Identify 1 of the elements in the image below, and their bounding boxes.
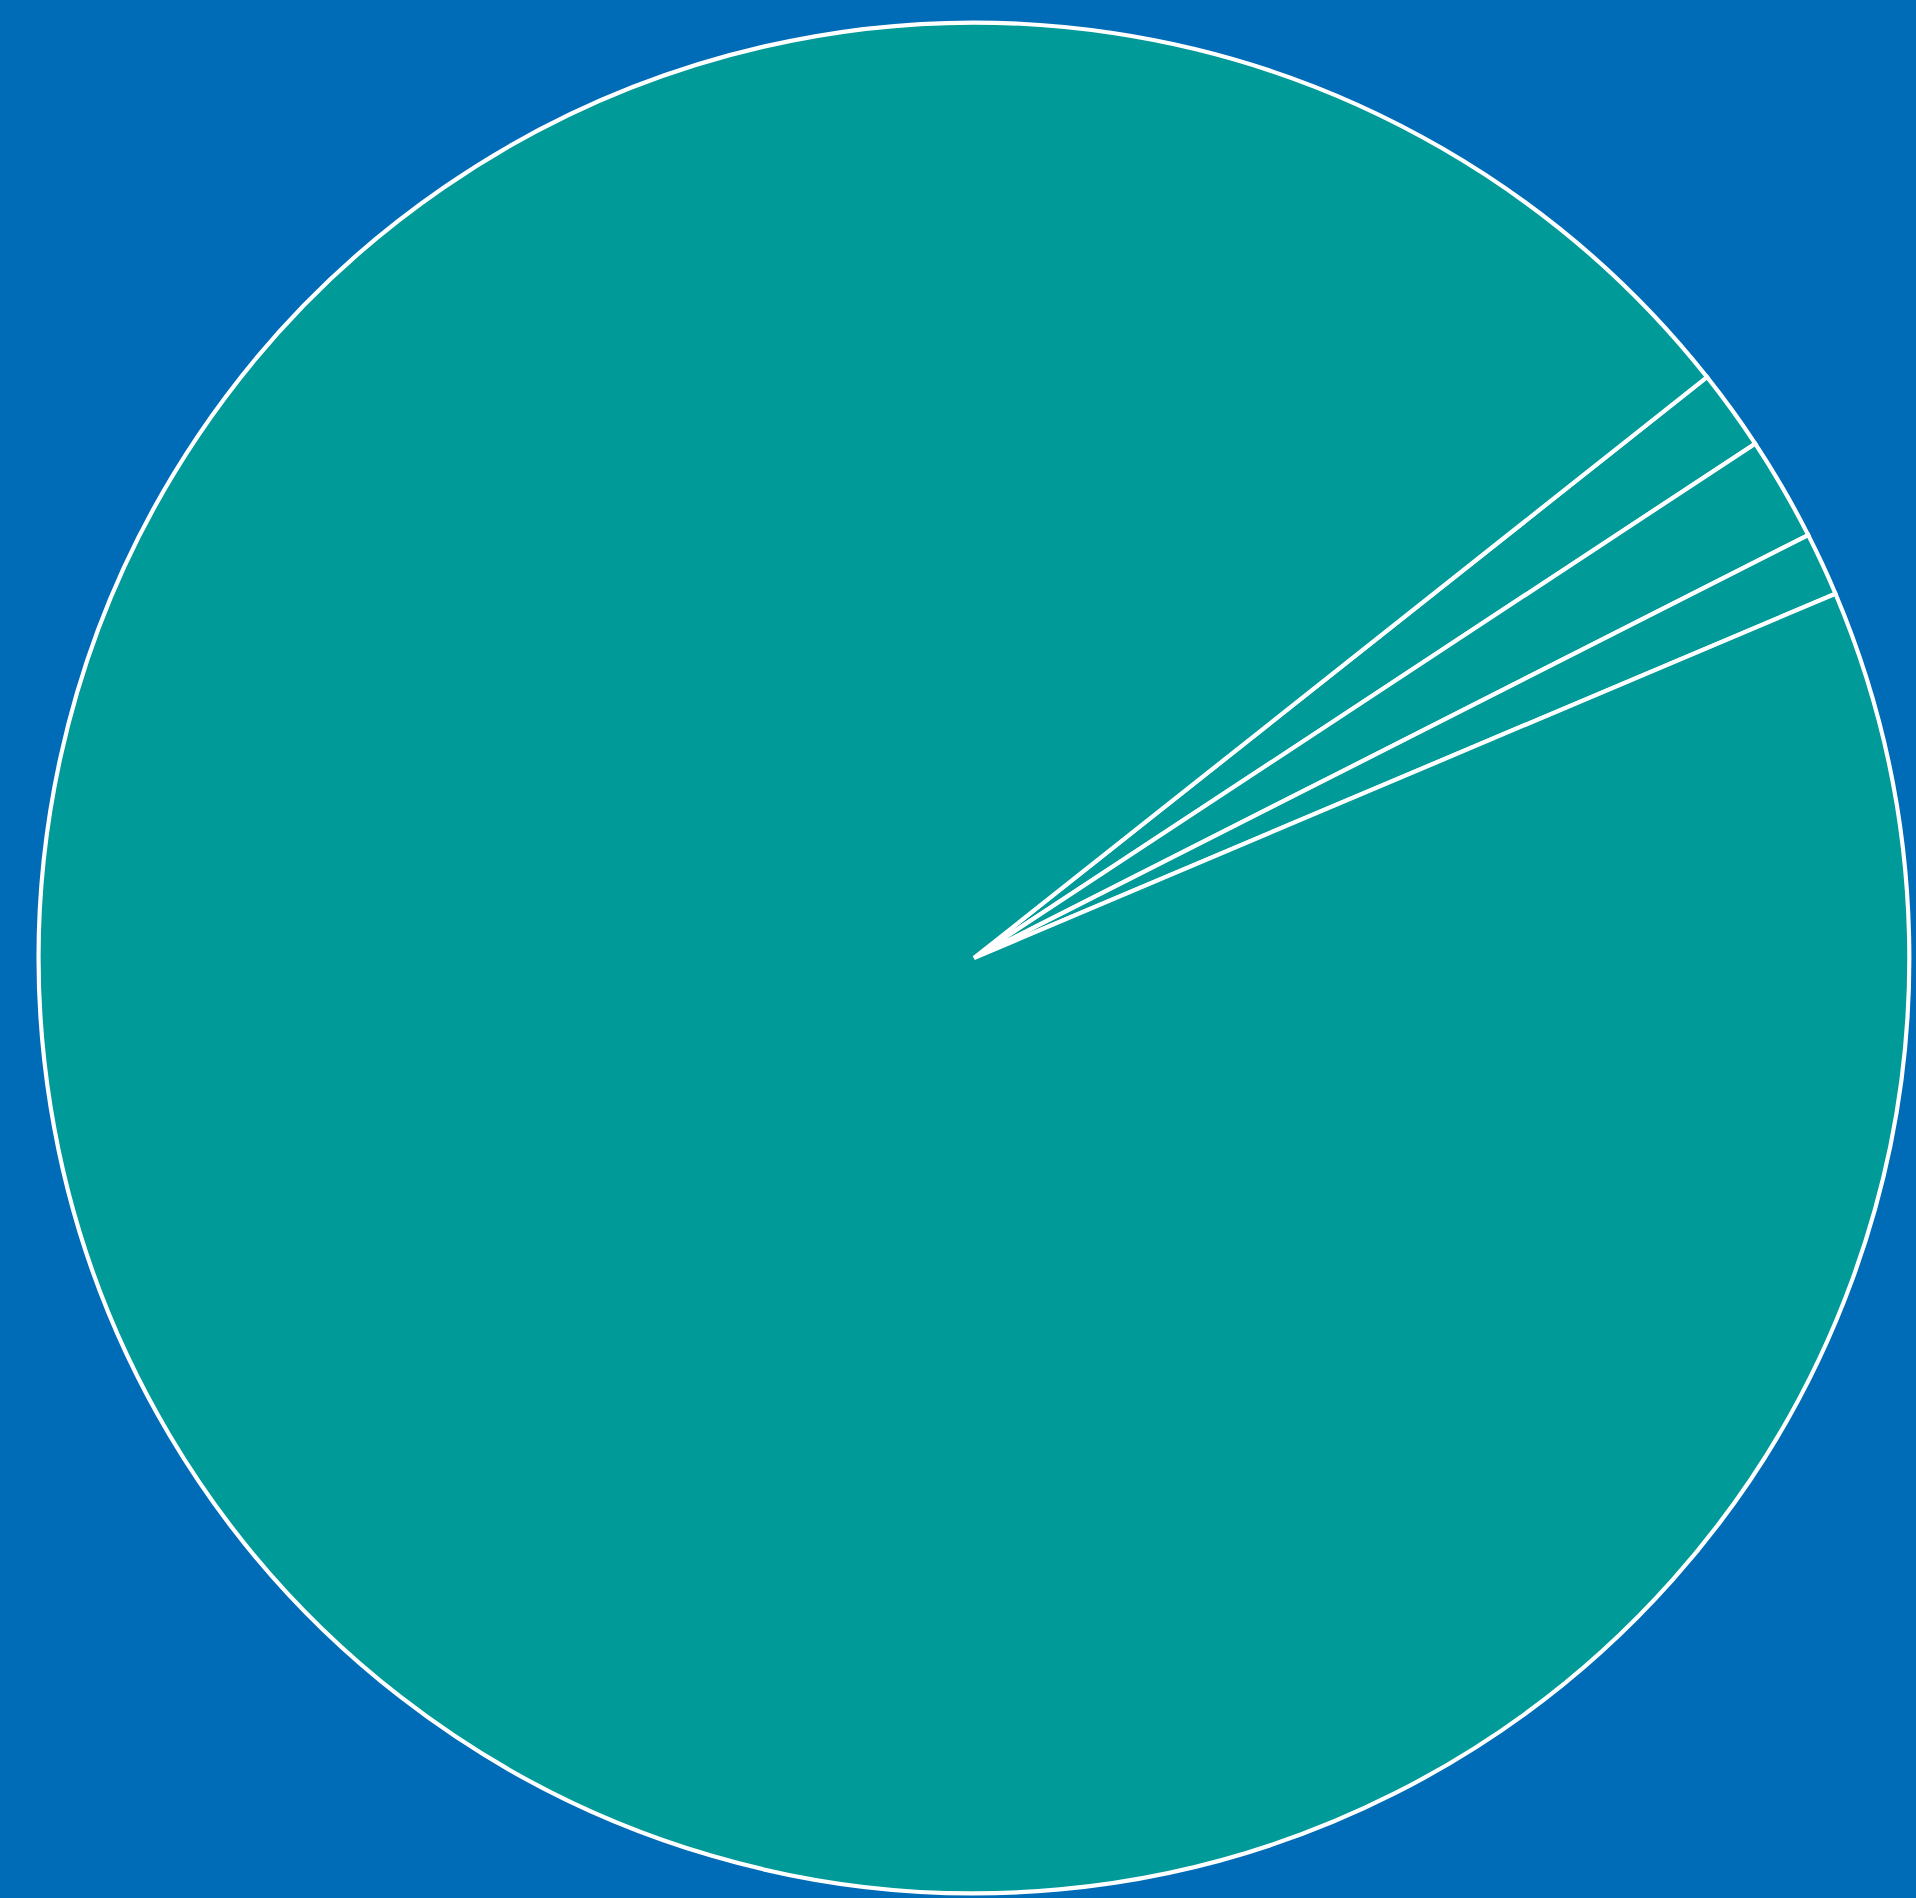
pie-slice bbox=[36, 20, 1912, 1896]
